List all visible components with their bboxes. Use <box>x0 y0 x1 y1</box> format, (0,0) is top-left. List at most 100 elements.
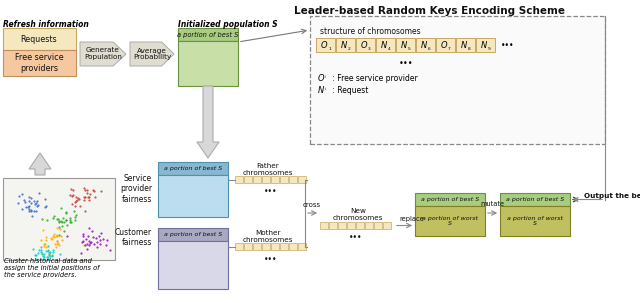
Text: : Free service provider: : Free service provider <box>330 74 418 83</box>
Text: Father
chromosomes: Father chromosomes <box>243 163 293 176</box>
Text: O: O <box>320 41 327 49</box>
Text: 6: 6 <box>428 47 431 51</box>
Bar <box>244 243 252 250</box>
Bar <box>329 222 337 229</box>
Bar <box>316 38 335 52</box>
Bar <box>356 38 375 52</box>
Bar <box>500 193 570 206</box>
Text: •••: ••• <box>349 234 363 242</box>
Bar <box>262 176 270 183</box>
Text: N: N <box>460 41 467 49</box>
Bar <box>436 38 455 52</box>
Polygon shape <box>197 86 219 158</box>
Text: a portion of worst
S: a portion of worst S <box>422 216 478 226</box>
Bar <box>3 178 115 260</box>
Bar <box>158 241 228 289</box>
Bar <box>253 176 261 183</box>
Text: N: N <box>380 41 387 49</box>
Text: Initialized population S: Initialized population S <box>178 20 278 29</box>
Bar <box>3 50 76 76</box>
Bar <box>320 222 328 229</box>
Bar <box>415 206 485 236</box>
Text: 8: 8 <box>468 47 471 51</box>
Text: New
chromosomes: New chromosomes <box>333 208 383 221</box>
Bar <box>396 38 415 52</box>
Text: Cluster historical data and
assign the initial positions of
the service provider: Cluster historical data and assign the i… <box>4 258 99 278</box>
Text: 4: 4 <box>388 47 391 51</box>
Bar <box>383 222 391 229</box>
Bar <box>310 16 605 144</box>
Text: a portion of worst
S: a portion of worst S <box>507 216 563 226</box>
Bar <box>289 176 297 183</box>
Text: O: O <box>440 41 447 49</box>
Text: O: O <box>360 41 367 49</box>
Bar <box>244 176 252 183</box>
Text: N: N <box>420 41 427 49</box>
Text: a portion of best S: a portion of best S <box>164 232 222 237</box>
Bar <box>178 41 238 86</box>
Text: ᵢ: ᵢ <box>325 86 326 91</box>
Text: Output the best: Output the best <box>584 193 640 199</box>
Text: N: N <box>340 41 347 49</box>
Text: Refresh information: Refresh information <box>3 20 89 29</box>
Text: Average
Probability: Average Probability <box>133 48 171 61</box>
Text: 2: 2 <box>348 47 351 51</box>
Text: Requests: Requests <box>20 35 58 44</box>
Text: 7: 7 <box>448 47 451 51</box>
Bar <box>271 243 279 250</box>
Text: : Request: : Request <box>330 86 369 95</box>
Bar <box>280 243 288 250</box>
Text: 1: 1 <box>328 47 331 51</box>
Text: a portion of best S: a portion of best S <box>164 166 222 171</box>
Bar <box>416 38 435 52</box>
Bar <box>365 222 373 229</box>
Text: •••: ••• <box>264 255 278 264</box>
Bar <box>456 38 475 52</box>
Bar <box>298 243 306 250</box>
Text: 9: 9 <box>488 47 491 51</box>
Text: replace: replace <box>399 215 424 221</box>
Text: •••: ••• <box>501 41 515 49</box>
Bar <box>253 243 261 250</box>
Bar <box>178 28 238 41</box>
Polygon shape <box>80 42 126 66</box>
Bar <box>280 176 288 183</box>
Bar <box>235 243 243 250</box>
Bar <box>235 176 243 183</box>
Text: Service
provider
fairness: Service provider fairness <box>120 174 152 204</box>
Bar <box>298 176 306 183</box>
Bar <box>3 28 76 50</box>
Text: cross: cross <box>303 202 321 208</box>
Bar <box>415 193 485 206</box>
Text: •••: ••• <box>399 58 413 68</box>
Bar <box>356 222 364 229</box>
Text: structure of chromosomes: structure of chromosomes <box>320 27 420 36</box>
Bar <box>289 243 297 250</box>
Text: •••: ••• <box>264 188 278 197</box>
Text: N: N <box>481 41 486 49</box>
Bar <box>158 162 228 175</box>
Text: Leader-based Random Keys Encoding Scheme: Leader-based Random Keys Encoding Scheme <box>294 6 566 16</box>
Bar <box>338 222 346 229</box>
Polygon shape <box>130 42 174 66</box>
Text: Mother
chromosomes: Mother chromosomes <box>243 230 293 243</box>
Text: N: N <box>401 41 406 49</box>
Text: Free service
providers: Free service providers <box>15 53 63 73</box>
Bar <box>336 38 355 52</box>
Text: a portion of best S: a portion of best S <box>421 197 479 202</box>
Text: Generate
Population: Generate Population <box>84 48 122 61</box>
Bar <box>347 222 355 229</box>
Text: ᵢ: ᵢ <box>325 74 326 79</box>
Text: mutate: mutate <box>480 201 504 207</box>
Text: Customer
fairness: Customer fairness <box>115 228 152 248</box>
Text: 5: 5 <box>408 47 411 51</box>
Polygon shape <box>29 153 51 175</box>
Bar <box>476 38 495 52</box>
Bar <box>158 228 228 241</box>
Bar <box>376 38 395 52</box>
Bar <box>500 206 570 236</box>
Bar <box>262 243 270 250</box>
Text: 3: 3 <box>368 47 371 51</box>
Text: a portion of best S: a portion of best S <box>506 197 564 202</box>
Text: a portion of best S: a portion of best S <box>177 32 239 38</box>
